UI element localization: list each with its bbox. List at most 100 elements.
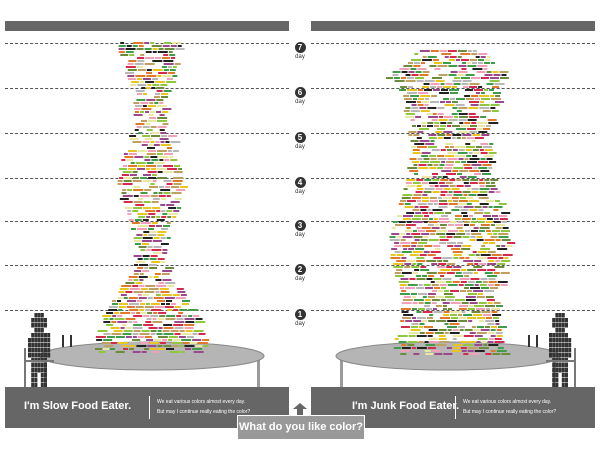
- slow-food-color-block: [125, 66, 136, 68]
- junk-food-color-block: [438, 203, 448, 205]
- junk-food-color-block: [400, 350, 410, 352]
- junk-food-color-block: [434, 68, 441, 70]
- slow-food-color-block: [117, 321, 128, 323]
- junk-food-color-block: [428, 275, 435, 277]
- day-divider-right: [311, 310, 595, 311]
- junk-food-color-block: [432, 173, 439, 175]
- slow-food-color-block: [127, 75, 135, 77]
- slow-food-color-block: [143, 258, 149, 260]
- junk-food-color-block: [423, 326, 433, 328]
- junk-food-color-block: [430, 83, 440, 85]
- junk-food-color-block: [485, 296, 494, 298]
- junk-food-color-block: [411, 107, 419, 109]
- slow-food-color-block: [173, 324, 184, 326]
- junk-food-color-block: [408, 131, 417, 133]
- junk-food-color-block: [456, 185, 464, 187]
- junk-food-color-block: [408, 335, 416, 337]
- junk-food-color-block: [438, 263, 447, 265]
- junk-food-color-block: [452, 347, 460, 349]
- junk-food-color-block: [420, 269, 430, 271]
- slow-food-color-block: [164, 159, 170, 161]
- junk-food-color-block: [466, 155, 472, 157]
- junk-food-color-block: [422, 311, 433, 313]
- slow-food-color-block: [172, 66, 177, 68]
- junk-food-color-block: [401, 347, 411, 349]
- slow-food-color-block: [117, 315, 123, 317]
- junk-food-color-block: [463, 314, 473, 316]
- junk-food-color-block: [461, 212, 468, 214]
- junk-food-color-block: [479, 185, 485, 187]
- junk-food-color-block: [421, 101, 429, 103]
- junk-food-color-block: [494, 200, 500, 202]
- junk-food-color-block: [429, 155, 437, 157]
- junk-food-color-block: [458, 71, 468, 73]
- slow-food-color-block: [160, 198, 166, 200]
- right-chair: [574, 348, 576, 388]
- slow-food-color-block: [173, 183, 182, 185]
- junk-food-color-block: [485, 230, 491, 232]
- color-question-button[interactable]: What do you like color?: [237, 415, 365, 440]
- junk-food-color-block: [410, 95, 420, 97]
- junk-food-color-block: [455, 161, 461, 163]
- junk-food-color-block: [482, 215, 491, 217]
- junk-food-color-block: [419, 140, 430, 142]
- junk-food-color-block: [413, 134, 420, 136]
- slow-food-color-block: [150, 183, 155, 185]
- junk-food-color-block: [491, 98, 502, 100]
- slow-food-color-block: [147, 345, 157, 347]
- junk-food-color-block: [473, 329, 480, 331]
- slow-food-color-block: [144, 291, 155, 293]
- slow-food-color-block: [141, 240, 152, 242]
- left-title: I'm Slow Food Eater.: [24, 400, 132, 412]
- junk-food-color-block: [493, 302, 501, 304]
- slow-food-color-block: [157, 117, 168, 119]
- junk-food-color-block: [476, 341, 481, 343]
- day-marker: 4 day: [289, 172, 311, 195]
- junk-food-color-block: [405, 113, 415, 115]
- junk-food-color-block: [461, 218, 471, 220]
- slow-food-color-block: [170, 201, 180, 203]
- junk-food-color-block: [416, 347, 427, 349]
- slow-food-color-block: [118, 45, 126, 47]
- left-description: We eat various colors almost every day. …: [157, 397, 250, 417]
- junk-food-color-block: [479, 203, 489, 205]
- slow-food-color-block: [166, 78, 173, 80]
- junk-food-color-block: [458, 113, 468, 115]
- slow-food-color-block: [175, 48, 185, 50]
- slow-food-color-block: [137, 84, 147, 86]
- slow-food-color-block: [160, 132, 167, 134]
- up-arrow-icon[interactable]: [293, 402, 307, 415]
- slow-food-color-block: [148, 225, 155, 227]
- junk-food-color-block: [488, 191, 495, 193]
- junk-food-color-block: [412, 263, 417, 265]
- junk-food-color-block: [490, 287, 499, 289]
- junk-food-color-block: [427, 293, 436, 295]
- slow-food-color-block: [128, 165, 138, 167]
- slow-food-color-block: [154, 273, 161, 275]
- junk-food-color-block: [461, 311, 466, 313]
- slow-food-color-block: [144, 138, 153, 140]
- junk-food-color-block: [451, 197, 459, 199]
- junk-food-color-block: [454, 218, 461, 220]
- junk-food-color-block: [463, 353, 469, 355]
- junk-food-color-block: [440, 89, 448, 91]
- junk-food-color-block: [399, 293, 410, 295]
- junk-food-color-block: [418, 167, 429, 169]
- junk-food-color-block: [405, 116, 415, 118]
- slow-food-color-block: [152, 48, 158, 50]
- junk-food-color-block: [479, 107, 490, 109]
- slow-food-color-block: [125, 207, 133, 209]
- junk-food-color-block: [438, 338, 447, 340]
- junk-food-color-block: [458, 305, 468, 307]
- junk-food-color-block: [437, 113, 444, 115]
- slow-food-color-block: [174, 321, 185, 323]
- junk-food-color-block: [449, 146, 454, 148]
- junk-food-color-block: [467, 347, 478, 349]
- junk-food-color-block: [413, 320, 422, 322]
- junk-food-color-block: [497, 248, 508, 250]
- junk-food-color-block: [446, 194, 453, 196]
- slow-food-color-block: [119, 177, 124, 179]
- slow-food-color-block: [133, 207, 143, 209]
- junk-food-color-block: [479, 263, 487, 265]
